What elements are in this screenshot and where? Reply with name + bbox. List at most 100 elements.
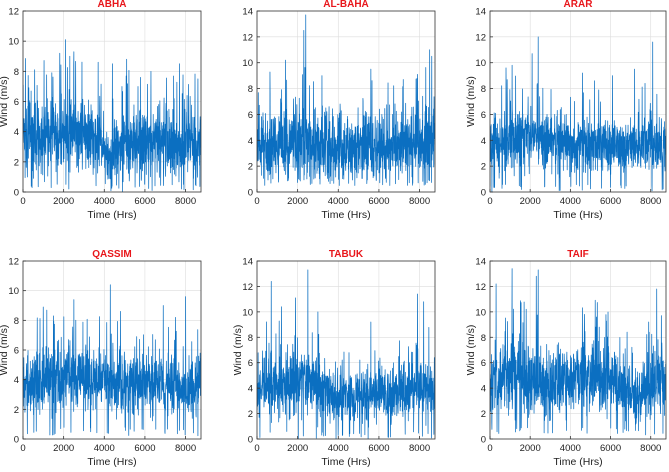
y-tick-label: 2 — [248, 162, 253, 173]
y-tick-label: 4 — [14, 375, 19, 386]
y-tick-label: 0 — [14, 435, 19, 446]
x-tick-label: 6000 — [134, 196, 155, 207]
x-tick-label: 8000 — [175, 443, 196, 454]
y-tick-label: 12 — [242, 282, 253, 293]
y-tick-label: 6 — [248, 358, 253, 369]
x-tick-label: 8000 — [409, 443, 430, 454]
chart-title: TABUK — [329, 249, 364, 260]
y-tick-label: 2 — [14, 157, 19, 168]
y-tick-label: 12 — [475, 282, 486, 293]
y-tick-label: 12 — [8, 257, 19, 268]
chart-title: QASSIM — [92, 249, 131, 260]
series-line-wind — [490, 268, 666, 436]
x-tick-label: 6000 — [600, 443, 621, 454]
chart-title: ARAR — [564, 0, 594, 10]
chart-title: TAIF — [567, 249, 588, 260]
x-tick-label: 4000 — [560, 196, 581, 207]
x-tick-label: 4000 — [328, 196, 349, 207]
series-line-wind — [23, 39, 201, 192]
x-tick-label: 4000 — [94, 196, 115, 207]
y-tick-label: 8 — [248, 333, 253, 344]
y-tick-label: 2 — [481, 162, 486, 173]
chart-title: AL-BAHA — [323, 0, 369, 10]
y-tick-label: 14 — [242, 7, 253, 18]
y-tick-label: 10 — [475, 58, 486, 69]
x-tick-label: 0 — [487, 443, 492, 454]
chart-panel-tabuk: 0 2000 4000 6000 8000 0 2 4 6 8 10 12 14 TABUK Time (H… — [232, 249, 436, 468]
y-tick-label: 10 — [242, 307, 253, 318]
axes-box — [256, 260, 436, 440]
y-axis-label: Wind (m/s) — [0, 325, 10, 376]
y-tick-label: 4 — [14, 127, 19, 138]
chart-panel-arar: 0 2000 4000 6000 8000 0 2 4 6 8 10 12 14 ARAR Time (Hr… — [465, 0, 667, 221]
y-tick-label: 6 — [14, 346, 19, 357]
x-tick-label: 8000 — [640, 443, 661, 454]
y-tick-label: 0 — [14, 188, 19, 199]
x-tick-label: 0 — [254, 196, 259, 207]
y-tick-label: 6 — [248, 110, 253, 121]
y-axis-label: Wind (m/s) — [232, 325, 244, 376]
x-tick-label: 0 — [254, 443, 259, 454]
x-tick-label: 6000 — [368, 443, 389, 454]
chart-title: ABHA — [98, 0, 127, 10]
y-tick-label: 10 — [475, 307, 486, 318]
y-tick-label: 8 — [248, 84, 253, 95]
series-line-wind — [490, 36, 666, 192]
x-tick-label: 0 — [20, 443, 25, 454]
x-tick-label: 8000 — [409, 196, 430, 207]
y-axis-label: Wind (m/s) — [465, 76, 477, 127]
y-tick-label: 10 — [8, 286, 19, 297]
y-tick-label: 14 — [475, 7, 486, 18]
x-axis-label: Time (Hrs) — [553, 209, 602, 221]
y-tick-label: 12 — [475, 32, 486, 43]
x-tick-label: 2000 — [53, 196, 74, 207]
y-tick-label: 12 — [8, 7, 19, 18]
chart-panel-taif: 0 2000 4000 6000 8000 0 2 4 6 8 10 12 14 TAIF Time (Hr… — [465, 249, 667, 468]
x-tick-label: 4000 — [328, 443, 349, 454]
y-tick-label: 8 — [481, 84, 486, 95]
y-tick-label: 10 — [242, 58, 253, 69]
y-tick-label: 0 — [248, 435, 253, 446]
x-tick-label: 2000 — [287, 443, 308, 454]
series-line-wind — [257, 14, 435, 186]
y-tick-label: 6 — [14, 97, 19, 108]
chart-panel-qassim: 0 2000 4000 6000 8000 0 2 4 6 8 10 12 QASSIM Time (Hr… — [0, 249, 202, 468]
y-tick-label: 4 — [248, 384, 253, 395]
x-tick-label: 2000 — [287, 196, 308, 207]
axes-box — [489, 260, 667, 440]
x-tick-label: 0 — [20, 196, 25, 207]
x-axis-label: Time (Hrs) — [87, 209, 136, 221]
chart-panel-al-baha: 0 2000 4000 6000 8000 0 2 4 6 8 10 12 14 AL-BAHA Time … — [242, 0, 436, 221]
x-axis-label: Time (Hrs) — [87, 456, 136, 468]
x-tick-label: 0 — [487, 196, 492, 207]
series-line-wind — [23, 284, 201, 437]
y-tick-label: 2 — [248, 409, 253, 420]
y-tick-label: 6 — [481, 110, 486, 121]
y-tick-label: 4 — [481, 136, 486, 147]
y-tick-label: 2 — [481, 409, 486, 420]
y-tick-label: 4 — [481, 384, 486, 395]
x-tick-label: 8000 — [175, 196, 196, 207]
y-tick-label: 4 — [248, 136, 253, 147]
x-axis-label: Time (Hrs) — [321, 456, 370, 468]
y-tick-label: 6 — [481, 358, 486, 369]
x-tick-label: 6000 — [600, 196, 621, 207]
axes-box — [256, 10, 436, 193]
y-axis-label: Wind (m/s) — [465, 325, 477, 376]
axes-box — [489, 10, 667, 193]
y-tick-label: 0 — [481, 435, 486, 446]
y-tick-label: 2 — [14, 405, 19, 416]
y-tick-label: 8 — [481, 333, 486, 344]
x-tick-label: 6000 — [134, 443, 155, 454]
x-tick-label: 2000 — [53, 443, 74, 454]
x-tick-label: 6000 — [368, 196, 389, 207]
series-line-wind — [257, 269, 435, 439]
y-tick-label: 10 — [8, 37, 19, 48]
y-axis-label: Wind (m/s) — [0, 76, 10, 127]
x-tick-label: 2000 — [520, 443, 541, 454]
y-tick-label: 0 — [481, 188, 486, 199]
x-tick-label: 4000 — [560, 443, 581, 454]
y-tick-label: 8 — [14, 316, 19, 327]
x-tick-label: 4000 — [94, 443, 115, 454]
x-axis-label: Time (Hrs) — [321, 209, 370, 221]
